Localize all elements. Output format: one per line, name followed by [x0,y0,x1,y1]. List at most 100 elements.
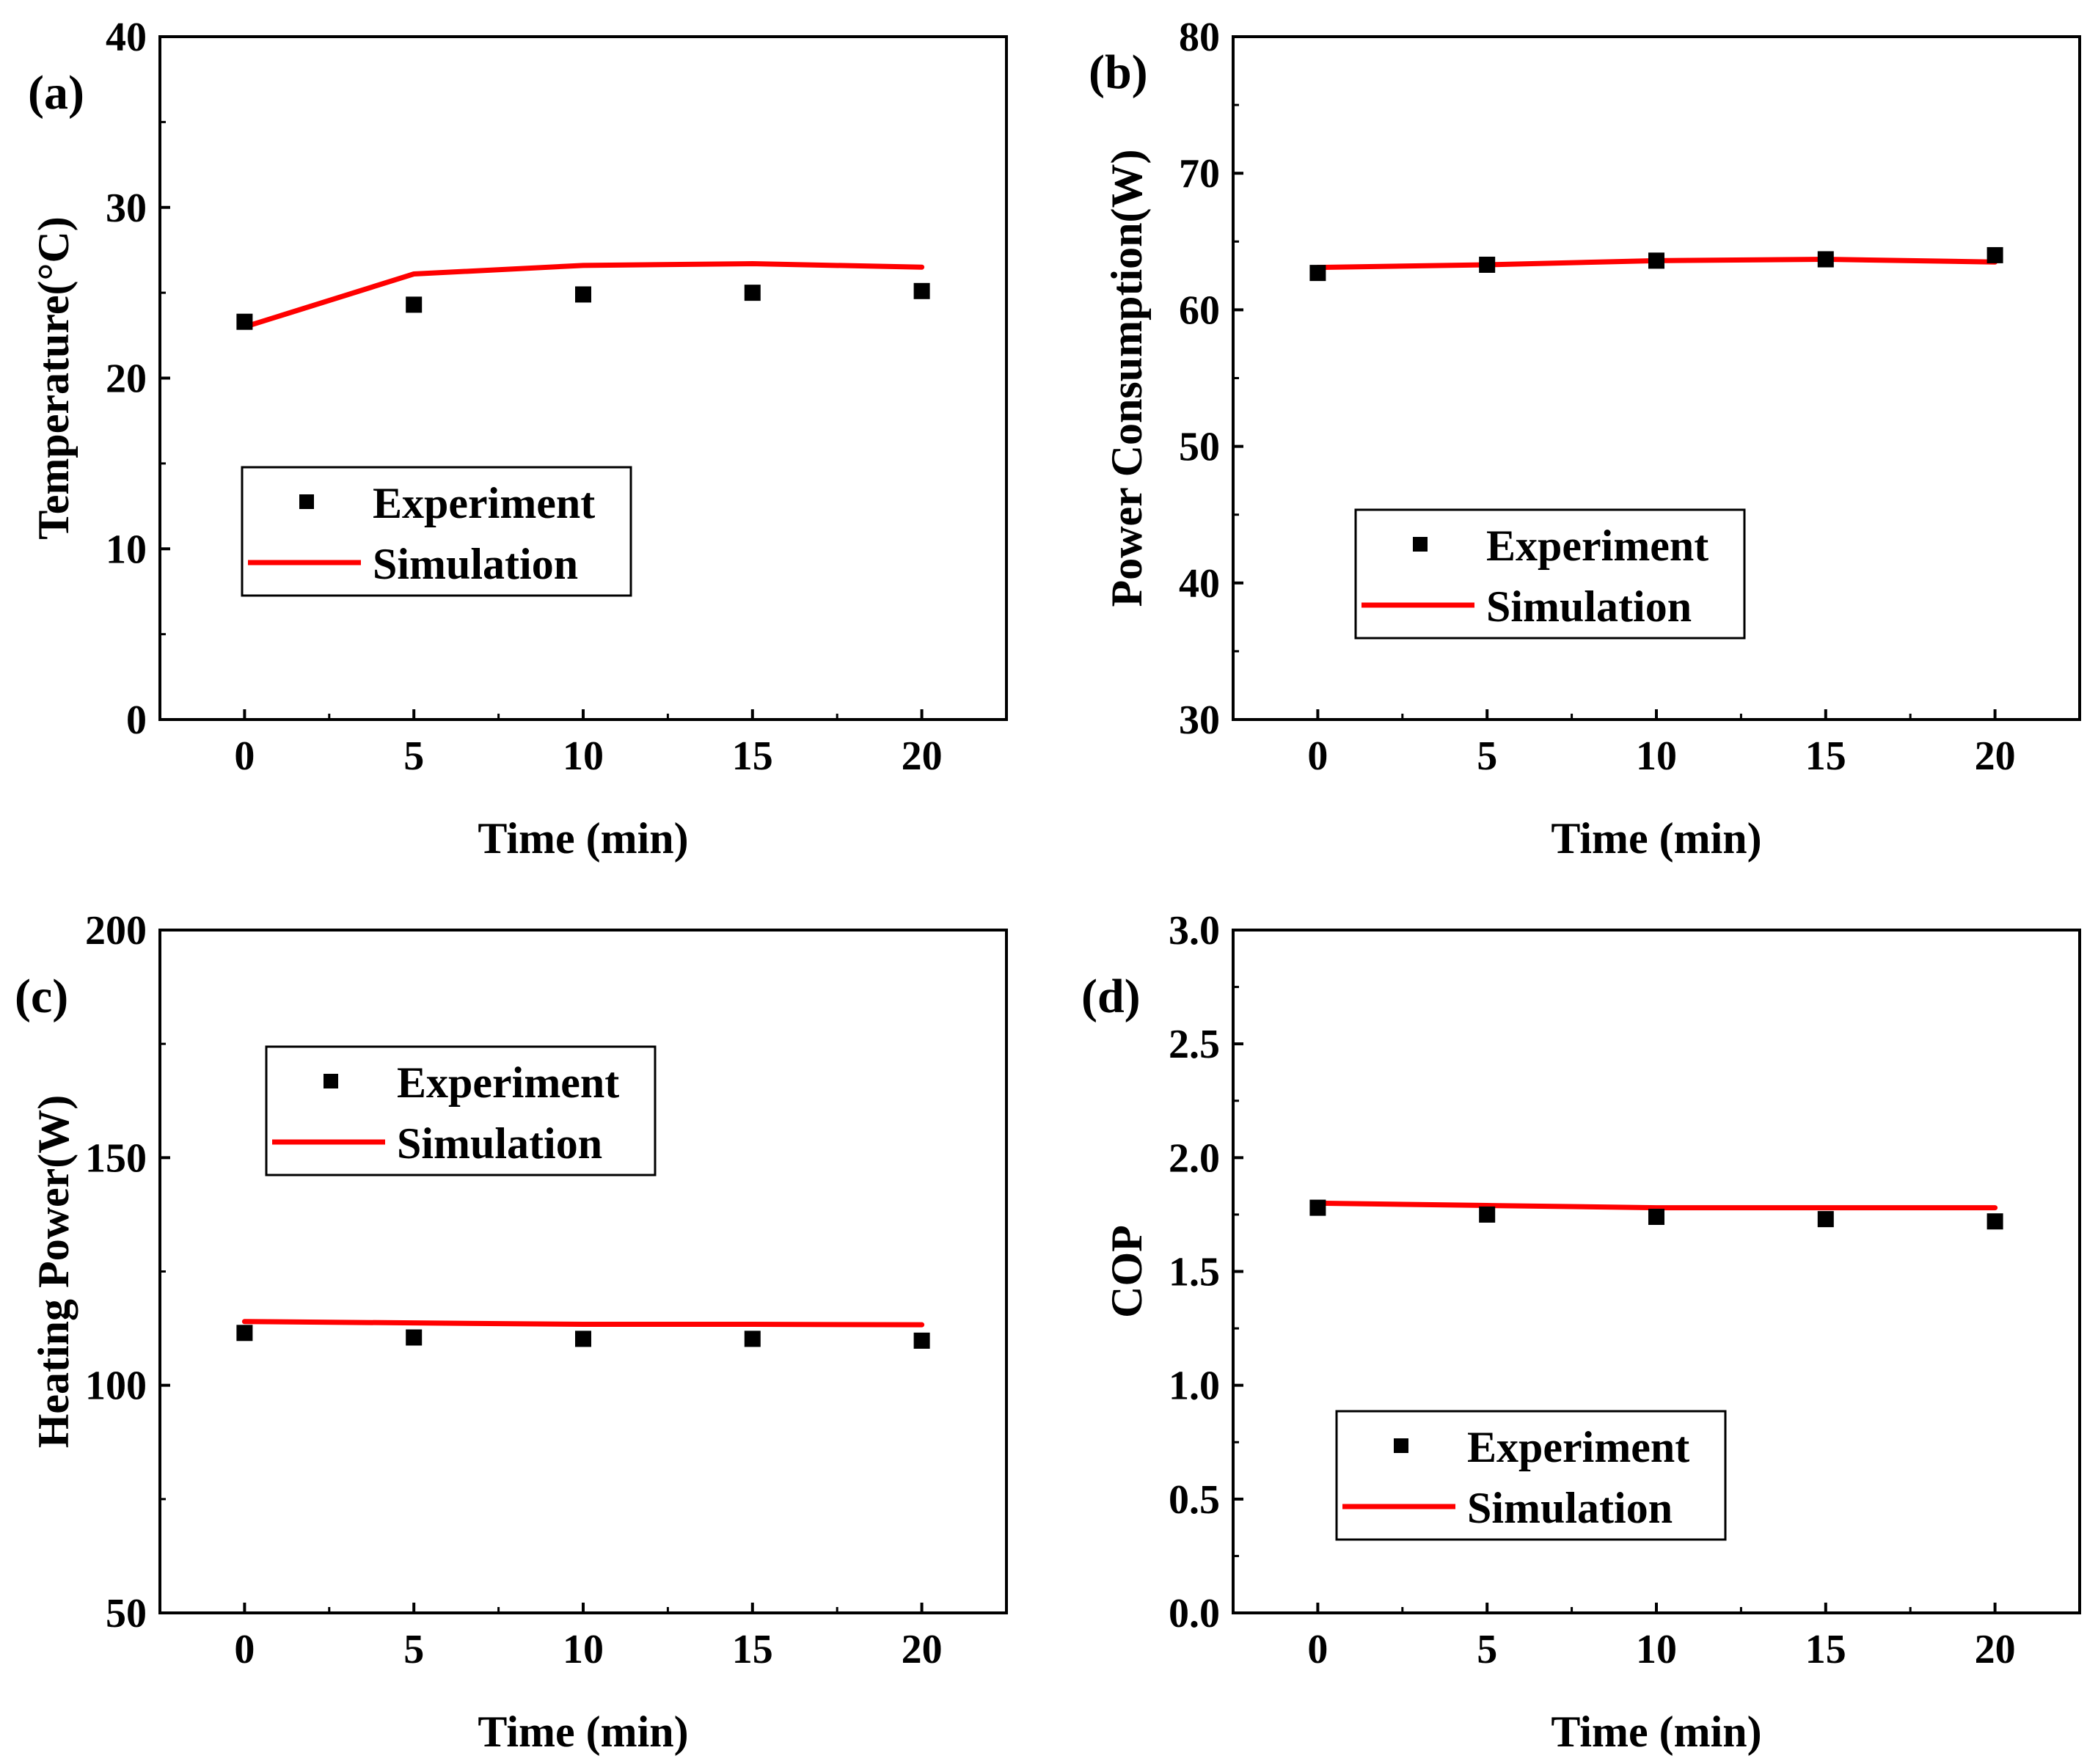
legend-experiment-label: Experiment [397,1058,619,1107]
plot-frame [158,929,1008,1614]
y-tick-label: 80 [1179,15,1220,60]
experiment-point [236,1325,253,1342]
experiment-point [1479,1206,1496,1223]
x-tick-label: 15 [1805,733,1846,779]
legend: Experiment Simulation [1335,1410,1727,1541]
legend-box [241,466,632,597]
chart-panel-1: 0 5 10 15 20 30 40 50 60 70 80 Time (min) Power Cons… [1089,15,2081,863]
x-tick-label: 15 [732,733,773,779]
legend: Experiment Simulation [241,466,632,597]
legend-simulation-label: Simulation [1486,582,1692,631]
x-tick-label: 5 [1477,1627,1497,1672]
x-tick-label: 5 [403,733,424,779]
legend-experiment-marker [1394,1438,1408,1453]
y-tick-label: 50 [1179,425,1220,470]
legend: Experiment Simulation [265,1045,657,1176]
legend-experiment-label: Experiment [373,479,595,527]
experiment-point [913,1332,930,1349]
y-tick-label: 20 [106,356,147,402]
legend-simulation-label: Simulation [1467,1484,1673,1532]
experiment-point [1479,256,1496,273]
legend-box [1335,1410,1727,1541]
y-tick-label: 30 [106,186,147,231]
y-axis-title: Power Consumption(W) [1103,150,1151,607]
y-tick-label: 60 [1179,288,1220,333]
panel-label: (a) [28,66,84,120]
experiment-point [1817,251,1834,268]
y-tick-label: 200 [85,908,147,954]
y-axis-title: Temperature(°C) [29,216,78,540]
experiment-point [406,1329,423,1346]
x-tick-label: 10 [563,1627,604,1672]
x-tick-label: 20 [902,1627,943,1672]
y-axis-title: Heating Power(W) [29,1095,78,1449]
y-tick-label: 40 [1179,561,1220,607]
legend-simulation-label: Simulation [397,1119,602,1168]
panel-label: (d) [1081,970,1141,1023]
x-axis-title: Time (min) [478,1708,688,1756]
x-tick-label: 20 [902,733,943,779]
x-axis-title: Time (min) [1551,1708,1761,1756]
experiment-point [406,296,423,313]
y-tick-label: 40 [106,15,147,60]
legend-box [1354,508,1746,640]
experiment-point [913,282,930,299]
experiment-point [575,1331,591,1347]
y-tick-label: 100 [85,1364,147,1409]
legend-experiment-marker [1413,537,1428,552]
experiment-point [1986,246,2003,263]
simulation-line [1315,1200,1998,1211]
y-tick-label: 0.0 [1169,1591,1220,1636]
plot-frame [158,35,1008,721]
experiment-point [1817,1211,1834,1228]
x-tick-label: 0 [234,733,255,779]
y-tick-label: 1.5 [1169,1250,1220,1295]
y-tick-label: 50 [106,1591,147,1636]
x-tick-label: 0 [1307,1627,1328,1672]
experiment-point [1309,265,1326,282]
legend-experiment-label: Experiment [1467,1423,1689,1471]
y-axis-title: COP [1103,1225,1151,1318]
legend-box [265,1045,657,1176]
y-tick-label: 150 [85,1135,147,1181]
y-tick-label: 0.5 [1169,1477,1220,1523]
simulation-line [241,1319,925,1328]
y-tick-label: 10 [106,527,147,572]
experiment-point [1648,1209,1664,1226]
experiment-point [1648,252,1664,269]
legend-experiment-label: Experiment [1486,521,1708,570]
simulation-line [241,261,925,330]
y-tick-label: 1.0 [1169,1364,1220,1409]
x-tick-label: 10 [563,733,604,779]
experiment-point [744,1331,761,1347]
legend-experiment-marker [324,1074,338,1088]
experiment-point [1309,1199,1326,1216]
experiment-point [575,286,591,303]
x-tick-label: 10 [1636,1627,1677,1672]
y-tick-label: 2.0 [1169,1135,1220,1181]
x-axis-title: Time (min) [478,814,688,863]
panel-label: (b) [1089,45,1148,99]
legend: Experiment Simulation [1354,508,1746,640]
chart-panel-3: 0 5 10 15 20 0.0 0.5 1.0 1.5 2.0 2.5 3.0 Time (min) C… [1081,908,2081,1756]
experiment-point [744,285,761,301]
legend-simulation-label: Simulation [373,540,578,588]
x-tick-label: 15 [1805,1627,1846,1672]
x-tick-label: 10 [1636,733,1677,779]
chart-panel-2: 0 5 10 15 20 50 100 150 200 Time (min) Heating Pow… [15,908,1008,1756]
y-tick-label: 3.0 [1169,908,1220,954]
x-tick-label: 20 [1975,1627,2016,1672]
x-tick-label: 0 [1307,733,1328,779]
x-tick-label: 5 [403,1627,424,1672]
y-tick-label: 30 [1179,698,1220,743]
x-tick-label: 15 [732,1627,773,1672]
panel-label: (c) [15,970,68,1023]
x-axis-title: Time (min) [1551,814,1761,863]
experiment-point [236,313,253,330]
legend-experiment-marker [299,494,314,509]
x-tick-label: 0 [234,1627,255,1672]
x-tick-label: 5 [1477,733,1497,779]
y-tick-label: 0 [126,698,147,743]
y-tick-label: 70 [1179,151,1220,197]
